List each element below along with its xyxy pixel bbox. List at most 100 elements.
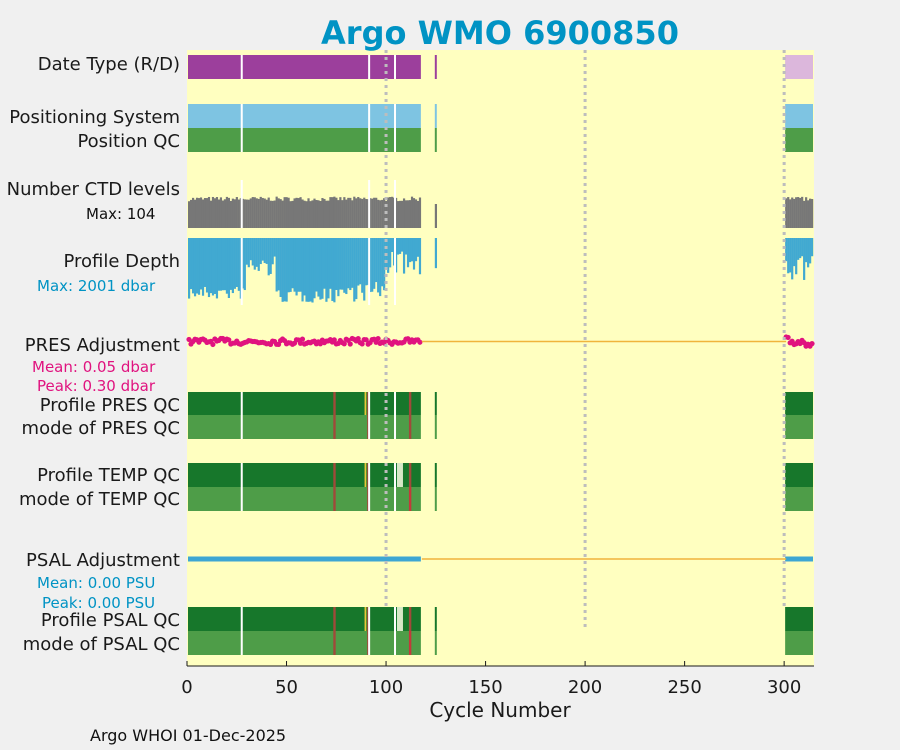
profile-depth-bar — [187, 238, 191, 299]
profile-depth-bar — [289, 238, 292, 292]
ctd-levels-bar — [389, 197, 392, 228]
profile-depth-bar — [404, 238, 408, 255]
profile-depth-bar — [789, 238, 792, 273]
profile-depth-bar — [807, 238, 810, 268]
profile-depth-bar — [275, 238, 278, 292]
ctd-levels-bar — [233, 199, 236, 228]
profile-depth-bar — [355, 238, 358, 300]
ctd-levels-bar — [347, 197, 350, 228]
profile-depth-bar — [281, 238, 284, 302]
profile-depth-bar — [357, 238, 360, 286]
row-label-positioning-system: Positioning System — [9, 107, 180, 128]
ctd-levels-bar — [377, 199, 380, 228]
ctd-levels-bar — [805, 197, 808, 228]
profile-depth-bar — [207, 238, 211, 298]
profile-depth-bar — [418, 238, 422, 275]
profile-depth-bar — [408, 238, 412, 263]
profile-depth-bar — [299, 238, 302, 292]
chart-title: Argo WMO 6900850 — [321, 14, 679, 52]
profile-psal-qc-segment — [434, 607, 437, 631]
ctd-levels-bar — [803, 200, 806, 228]
ctd-levels-bar — [410, 196, 414, 228]
profile-depth-bar — [412, 238, 416, 270]
profile-depth-bar — [241, 238, 244, 289]
qc-flag-mark — [333, 463, 336, 487]
profile-depth-bar — [325, 238, 328, 302]
gap-line — [368, 55, 371, 79]
x-tick-label-150: 150 — [468, 677, 502, 698]
profile-depth-bar — [319, 238, 322, 300]
mode-temp-qc-segment — [187, 487, 421, 511]
gap-line — [368, 128, 371, 152]
ctd-levels-bar — [791, 197, 794, 228]
profile-depth-bar — [391, 238, 394, 252]
row-label-mode-pres-qc: mode of PRES QC — [22, 418, 180, 439]
profile-depth-bar — [279, 238, 282, 297]
profile-depth-bar — [209, 238, 213, 294]
profile-depth-bar — [273, 238, 276, 257]
profile-depth-bar — [434, 238, 438, 269]
ctd-levels-bar — [245, 199, 248, 228]
ctd-levels-bar — [323, 198, 326, 228]
qc-flag-mark — [333, 415, 336, 439]
profile-depth-bar — [277, 238, 280, 291]
profile-depth-bar — [793, 238, 796, 267]
ctd-levels-bar — [414, 199, 418, 228]
ctd-levels-bar — [193, 199, 197, 228]
ctd-levels-bar — [795, 197, 798, 228]
ctd-levels-bar — [263, 198, 266, 228]
profile-depth-bar — [223, 238, 227, 291]
ctd-levels-bar — [355, 198, 358, 228]
ctd-levels-bar — [307, 198, 310, 228]
ctd-levels-bar — [329, 197, 332, 228]
profile-depth-bar — [285, 238, 288, 302]
guide-lines — [384, 50, 786, 628]
qc-flag-mark — [408, 415, 412, 439]
gap-line — [394, 631, 397, 655]
profile-depth-bar — [309, 238, 312, 302]
ctd-levels-bar — [319, 200, 322, 228]
position-qc-segment — [434, 128, 437, 152]
ctd-levels-bar — [273, 200, 276, 228]
gap-line — [240, 55, 243, 79]
qc-flag-mark — [333, 607, 336, 631]
row-label-profile-temp-qc: Profile TEMP QC — [37, 465, 180, 486]
depth-max-annotation: Max: 2001 dbar — [37, 277, 156, 295]
ctd-levels-bar — [337, 200, 340, 228]
pres-adjustment-point — [355, 336, 361, 342]
gap-line — [368, 463, 371, 487]
pres-adjustment-point — [359, 341, 365, 347]
gap-line — [240, 415, 243, 439]
mode-psal-qc-segment — [434, 631, 437, 655]
ctd-levels-bar — [325, 200, 328, 228]
qc-flag-mark — [364, 607, 367, 631]
x-tick-label-100: 100 — [369, 677, 403, 698]
profile-psal-qc-segment — [785, 607, 814, 631]
row-label-position-qc: Position QC — [77, 131, 180, 152]
ctd-levels-bar — [195, 197, 199, 228]
pres-adjustment-point — [299, 336, 306, 342]
ctd-levels-bar — [251, 197, 254, 228]
gap-line — [394, 55, 397, 79]
pres-adjustment-point — [297, 340, 304, 346]
ctd-levels-bar — [379, 200, 382, 228]
gap-line — [368, 415, 371, 439]
profile-depth-bar — [291, 238, 294, 289]
qc-flag-mark — [408, 392, 412, 415]
ctd-levels-bar — [339, 197, 342, 228]
ctd-levels-bar — [335, 197, 338, 228]
ctd-levels-bar — [207, 196, 211, 228]
profile-depth-bar — [237, 238, 240, 291]
profile-depth-bar — [365, 238, 368, 286]
profile-depth-bar — [235, 238, 238, 287]
ctd-levels-bar — [402, 198, 406, 228]
pres-adjustment-point — [341, 341, 347, 347]
profile-depth-bar — [389, 238, 392, 268]
qc-flag-mark — [333, 631, 336, 655]
profile-depth-bar — [787, 238, 790, 274]
ctd-levels-bar — [211, 196, 215, 228]
mode-pres-qc-segment — [187, 415, 421, 439]
profile-depth-bar — [293, 238, 296, 292]
x-tick-label-200: 200 — [568, 677, 602, 698]
